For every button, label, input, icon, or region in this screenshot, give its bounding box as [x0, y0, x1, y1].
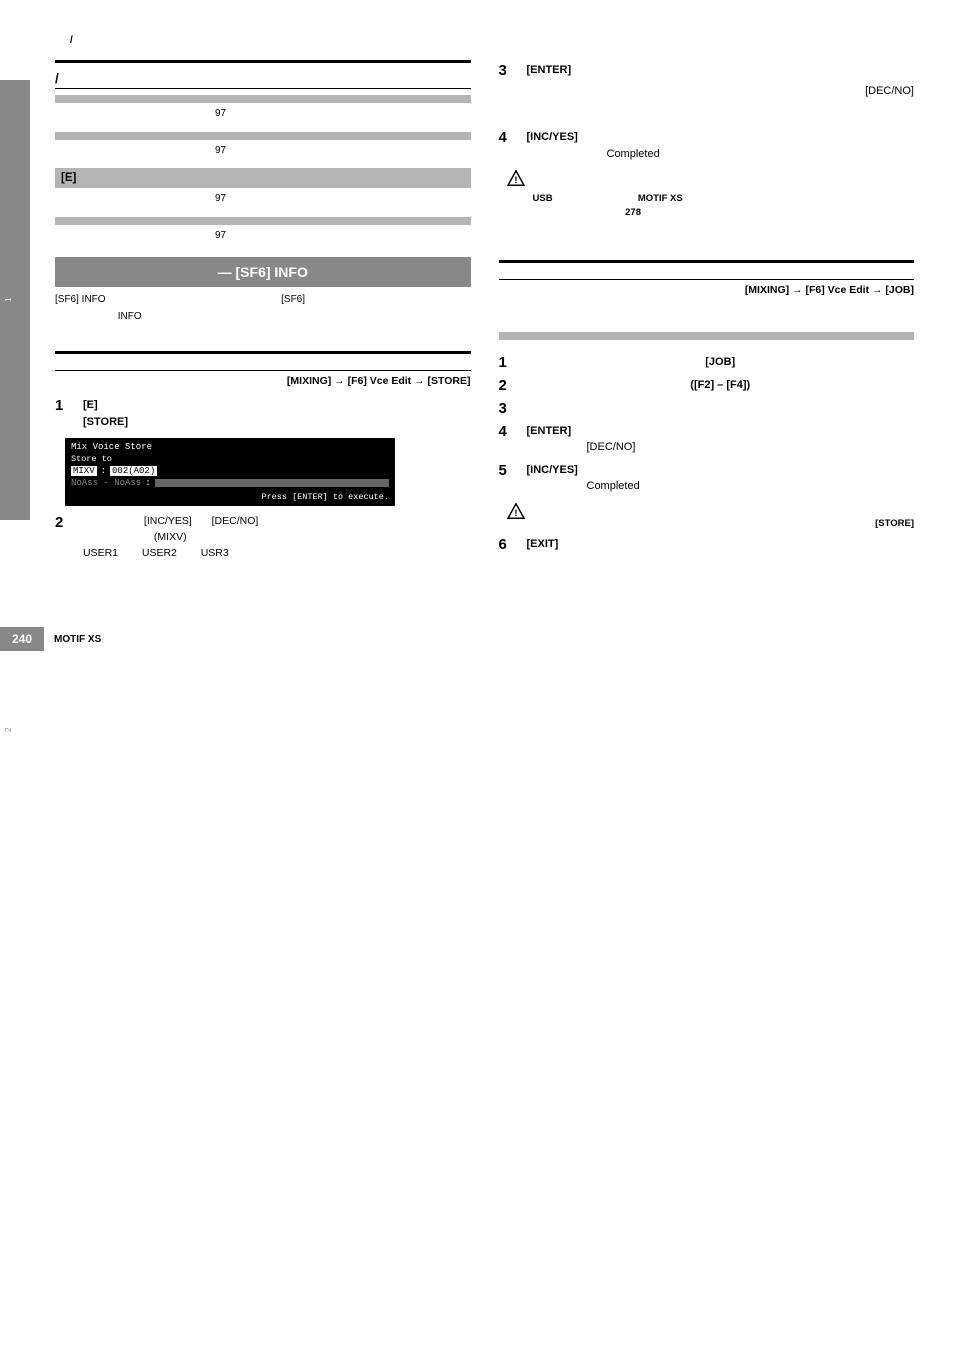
para-3: 97 — [55, 188, 471, 211]
step-2: 2 [INC/YES] [DEC/NO] (MIXV) USER1 USER2 … — [55, 514, 471, 561]
breadcrumb: / — [70, 35, 914, 46]
left-section-title: / — [55, 71, 471, 86]
lcd-screenshot: Mix Voice Store Store to MIXV : 002(A02)… — [65, 438, 395, 506]
job-step-4: 4 [ENTER] [DEC/NO] — [499, 423, 915, 456]
job-step-2: 2 ([F2] – [F4]) — [499, 377, 915, 394]
side-tab-2: 2 — [0, 520, 30, 940]
greybar-r1 — [499, 332, 915, 340]
job-step-6: 6 [EXIT] — [499, 536, 915, 553]
job-step-1: 1 [JOB] — [499, 354, 915, 371]
warning-icon: ! — [507, 170, 525, 186]
left-store-path: [MIXING] → [F6] Vce Edit → [STORE] — [55, 375, 471, 387]
step-4: 4 [INC/YES] Completed — [499, 129, 915, 162]
warning-icon: ! — [507, 503, 525, 519]
step-1: 1 [E] [STORE] — [55, 397, 471, 430]
side-tabs: 1 2 — [0, 80, 30, 940]
footer-title: MOTIF XS — [54, 634, 101, 645]
svg-text:!: ! — [514, 175, 517, 186]
warning-1: ! USB MOTIF XS 278 — [507, 170, 915, 220]
side-tab-1: 1 — [0, 80, 30, 520]
page-footer: 240 MOTIF XS — [0, 627, 914, 651]
greybar-1 — [55, 95, 471, 103]
step-3: 3 [ENTER] [DEC/NO] — [499, 62, 915, 99]
left-column: / 97 97 [E] 97 97 — [SF6] INFO [SF6] INF… — [55, 56, 471, 567]
greybar-4 — [55, 217, 471, 225]
right-column: 3 [ENTER] [DEC/NO] 4 [INC/YES] Completed… — [499, 56, 915, 567]
sf6-para: [SF6] INFO [SF6] INFO — [55, 287, 471, 329]
greybar-2 — [55, 132, 471, 140]
svg-text:!: ! — [514, 508, 517, 519]
lcd-sub: NoAss - NoAss — [71, 478, 141, 488]
greybar-3: [E] — [55, 168, 471, 188]
warning-2: ! [STORE] — [507, 503, 915, 531]
job-step-3: 3 — [499, 400, 915, 417]
sf6-info-band: — [SF6] INFO — [55, 257, 471, 287]
lcd-title: Mix Voice Store — [71, 442, 389, 452]
para-2: 97 — [55, 140, 471, 163]
job-step-5: 5 [INC/YES] Completed — [499, 462, 915, 495]
page-number: 240 — [0, 627, 44, 651]
para-4: 97 — [55, 225, 471, 248]
lcd-val: 002(A02) — [110, 466, 157, 476]
lcd-footer: Press [ENTER] to execute. — [71, 492, 389, 502]
lcd-tag: MIXV — [71, 466, 97, 476]
right-job-path: [MIXING] → [F6] Vce Edit → [JOB] — [499, 284, 915, 296]
lcd-store-to: Store to — [71, 454, 389, 464]
para-1: 97 — [55, 103, 471, 126]
